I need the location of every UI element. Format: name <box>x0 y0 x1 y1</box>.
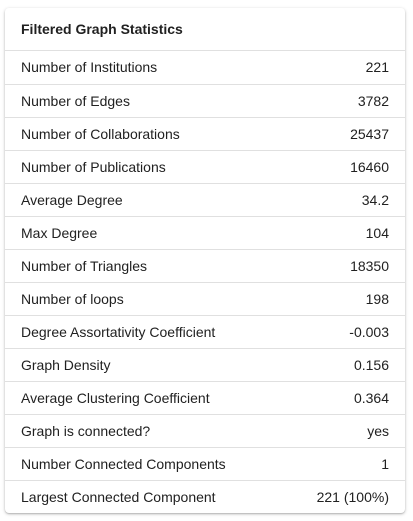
card-title: Filtered Graph Statistics <box>5 8 405 51</box>
row-label: Average Clustering Coefficient <box>5 381 283 415</box>
row-value: 3782 <box>282 84 405 118</box>
row-value: 25437 <box>282 117 405 151</box>
table-row: Number of loops 198 <box>5 282 405 316</box>
table-row: Largest Connected Component 221 (100%) <box>5 480 405 513</box>
row-value: 1 <box>282 447 405 481</box>
row-label: Number of Collaborations <box>5 117 283 151</box>
row-value: 221 (100%) <box>316 488 389 505</box>
row-value: 221 <box>282 51 405 85</box>
graph-statistics-card: Filtered Graph Statistics Number of Inst… <box>5 8 405 513</box>
table-row: Graph is connected? yes <box>5 414 405 448</box>
row-label: Max Degree <box>5 216 283 250</box>
row-label: Graph Density <box>5 348 283 382</box>
row-value: 0.156 <box>282 348 405 382</box>
table-row: Max Degree 104 <box>5 216 405 250</box>
row-value: 198 <box>282 282 405 316</box>
table-row: Degree Assortativity Coefficient -0.003 <box>5 315 405 349</box>
table-row: Number Connected Components 1 <box>5 447 405 481</box>
row-label: Average Degree <box>5 183 283 217</box>
row-value: -0.003 <box>282 315 405 349</box>
row-label: Largest Connected Component <box>21 488 216 505</box>
table-row: Number of Collaborations 25437 <box>5 117 405 151</box>
row-label: Number of loops <box>5 282 283 316</box>
statistics-table: Number of Institutions 221 Number of Edg… <box>5 51 405 513</box>
table-row: Graph Density 0.156 <box>5 348 405 382</box>
row-value: 34.2 <box>282 183 405 217</box>
table-row: Average Clustering Coefficient 0.364 <box>5 381 405 415</box>
row-label: Number of Institutions <box>5 51 283 85</box>
table-row: Average Degree 34.2 <box>5 183 405 217</box>
row-value: 0.364 <box>282 381 405 415</box>
row-label: Graph is connected? <box>5 414 283 448</box>
table-row: Number of Triangles 18350 <box>5 249 405 283</box>
row-value: 16460 <box>282 150 405 184</box>
table-row: Number of Institutions 221 <box>5 51 405 85</box>
row-label: Number of Triangles <box>5 249 283 283</box>
table-row: Number of Publications 16460 <box>5 150 405 184</box>
row-label: Number Connected Components <box>5 447 283 481</box>
row-value: yes <box>282 414 405 448</box>
row-label: Number of Publications <box>5 150 283 184</box>
row-value: 104 <box>282 216 405 250</box>
row-label: Number of Edges <box>5 84 283 118</box>
table-row: Number of Edges 3782 <box>5 84 405 118</box>
row-value: 18350 <box>282 249 405 283</box>
row-label: Degree Assortativity Coefficient <box>5 315 283 349</box>
